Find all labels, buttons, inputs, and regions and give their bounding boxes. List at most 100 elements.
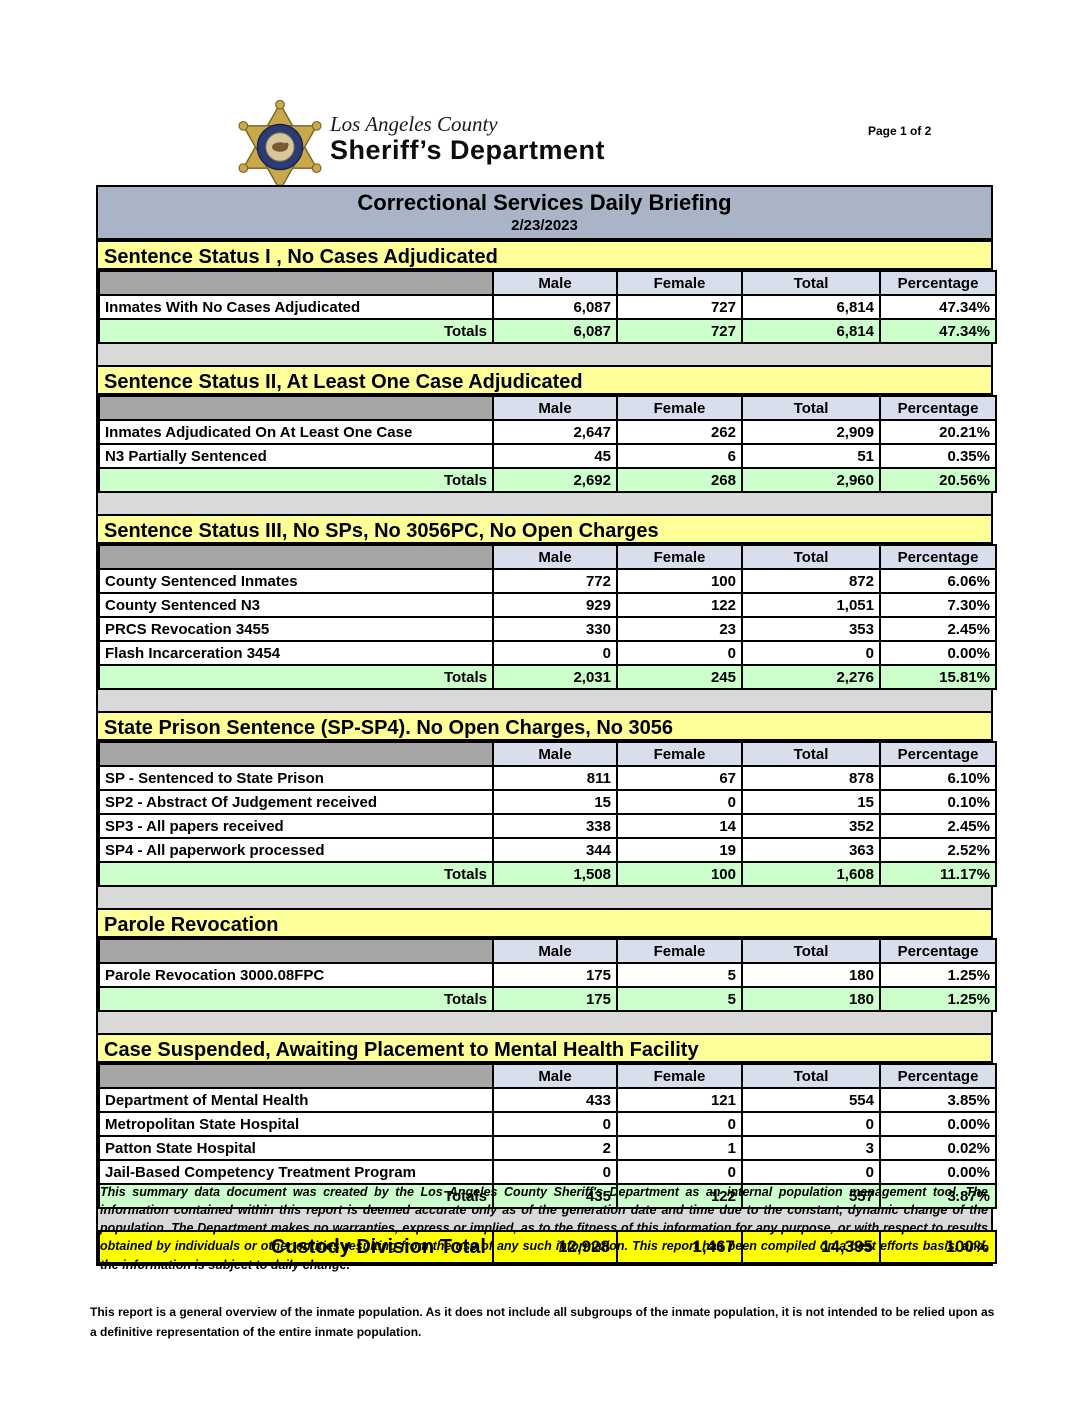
- row-label: Metropolitan State Hospital: [98, 1111, 494, 1137]
- column-header-male: Male: [492, 270, 618, 296]
- totals-percentage: 3.87%: [879, 1183, 997, 1209]
- cell-percentage: 2.52%: [879, 837, 997, 863]
- cell-female: 6: [616, 443, 743, 469]
- column-header-female: Female: [616, 1063, 743, 1089]
- sheriff-star-badge-icon: [233, 99, 327, 195]
- column-header-female: Female: [616, 544, 743, 570]
- section-gap: [98, 887, 991, 908]
- totals-male: 2,031: [492, 664, 618, 690]
- stats-table: Male Female Total Percentage Parole Revocati…: [98, 938, 997, 1012]
- cell-percentage: 0.00%: [879, 1111, 997, 1137]
- row-label: Inmates Adjudicated On At Least One Case: [98, 419, 494, 445]
- row-label: PRCS Revocation 3455: [98, 616, 494, 642]
- custody-total-percentage: 100%: [879, 1230, 997, 1264]
- column-header-percentage: Percentage: [879, 1063, 997, 1089]
- column-header-percentage: Percentage: [879, 938, 997, 964]
- row-label: Inmates With No Cases Adjudicated: [98, 294, 494, 320]
- cell-female: 0: [616, 1111, 743, 1137]
- data-row: County Sentenced N3 929 122 1,051 7.30%: [98, 592, 997, 618]
- cell-male: 2: [492, 1135, 618, 1161]
- data-row: Inmates Adjudicated On At Least One Case…: [98, 419, 997, 445]
- column-header-total: Total: [741, 1063, 881, 1089]
- cell-female: 262: [616, 419, 743, 445]
- data-row: Jail-Based Competency Treatment Program 0…: [98, 1159, 997, 1185]
- row-label: Flash Incarceration 3454: [98, 640, 494, 666]
- cell-male: 0: [492, 1111, 618, 1137]
- cell-percentage: 2.45%: [879, 616, 997, 642]
- row-label: Parole Revocation 3000.08FPC: [98, 962, 494, 988]
- cell-female: 727: [616, 294, 743, 320]
- cell-male: 2,647: [492, 419, 618, 445]
- totals-total: 557: [741, 1183, 881, 1209]
- data-row: SP4 - All paperwork processed 344 19 363 2.5…: [98, 837, 997, 863]
- cell-percentage: 2.45%: [879, 813, 997, 839]
- cell-total: 51: [741, 443, 881, 469]
- section-gap: [98, 344, 991, 365]
- totals-male: 2,692: [492, 467, 618, 493]
- cell-male: 45: [492, 443, 618, 469]
- totals-male: 6,087: [492, 318, 618, 344]
- stats-table: Male Female Total Percentage Department of M…: [98, 1063, 997, 1209]
- row-label: N3 Partially Sentenced: [98, 443, 494, 469]
- cell-total: 0: [741, 640, 881, 666]
- totals-female: 100: [616, 861, 743, 887]
- data-row: Inmates With No Cases Adjudicated 6,087 72…: [98, 294, 997, 320]
- title-bar: Correctional Services Daily Briefing 2/2…: [98, 187, 991, 240]
- cell-male: 929: [492, 592, 618, 618]
- column-header-total: Total: [741, 395, 881, 421]
- column-header-row: Male Female Total Percentage: [98, 938, 997, 964]
- cell-percentage: 0.00%: [879, 640, 997, 666]
- cell-total: 554: [741, 1087, 881, 1113]
- cell-percentage: 7.30%: [879, 592, 997, 618]
- totals-percentage: 20.56%: [879, 467, 997, 493]
- cell-female: 19: [616, 837, 743, 863]
- cell-percentage: 0.10%: [879, 789, 997, 815]
- row-label: SP2 - Abstract Of Judgement received: [98, 789, 494, 815]
- data-row: N3 Partially Sentenced 45 6 51 0.35%: [98, 443, 997, 469]
- cell-total: 6,814: [741, 294, 881, 320]
- data-row: Patton State Hospital 2 1 3 0.02%: [98, 1135, 997, 1161]
- totals-row: Totals 175 5 180 1.25%: [98, 986, 997, 1012]
- section-title: Sentence Status II, At Least One Case Ad…: [98, 365, 991, 395]
- totals-row: Totals 2,031 245 2,276 15.81%: [98, 664, 997, 690]
- custody-total-total: 14,395: [741, 1230, 881, 1264]
- totals-label: Totals: [98, 986, 494, 1012]
- totals-label: Totals: [98, 664, 494, 690]
- column-header-male: Male: [492, 1063, 618, 1089]
- stats-table: Male Female Total Percentage Inmates With No…: [98, 270, 997, 344]
- totals-row: Totals 2,692 268 2,960 20.56%: [98, 467, 997, 493]
- row-label: Patton State Hospital: [98, 1135, 494, 1161]
- cell-male: 433: [492, 1087, 618, 1113]
- cell-female: 0: [616, 640, 743, 666]
- totals-total: 6,814: [741, 318, 881, 344]
- data-row: SP3 - All papers received 338 14 352 2.45%: [98, 813, 997, 839]
- cell-percentage: 1.25%: [879, 962, 997, 988]
- totals-total: 2,276: [741, 664, 881, 690]
- column-header-percentage: Percentage: [879, 395, 997, 421]
- cell-male: 772: [492, 568, 618, 594]
- totals-label: Totals: [98, 861, 494, 887]
- column-header-row: Male Female Total Percentage: [98, 395, 997, 421]
- cell-total: 0: [741, 1159, 881, 1185]
- column-header-percentage: Percentage: [879, 544, 997, 570]
- cell-total: 353: [741, 616, 881, 642]
- totals-female: 245: [616, 664, 743, 690]
- column-header-spacer: [98, 270, 494, 296]
- cell-percentage: 0.35%: [879, 443, 997, 469]
- data-row: Parole Revocation 3000.08FPC 175 5 180 1.25%: [98, 962, 997, 988]
- cell-female: 100: [616, 568, 743, 594]
- totals-row: Totals 6,087 727 6,814 47.34%: [98, 318, 997, 344]
- section-title: State Prison Sentence (SP-SP4). No Open …: [98, 711, 991, 741]
- column-header-spacer: [98, 1063, 494, 1089]
- cell-female: 67: [616, 765, 743, 791]
- totals-label: Totals: [98, 318, 494, 344]
- totals-male: 435: [492, 1183, 618, 1209]
- cell-percentage: 0.00%: [879, 1159, 997, 1185]
- totals-female: 268: [616, 467, 743, 493]
- totals-row: Totals 1,508 100 1,608 11.17%: [98, 861, 997, 887]
- totals-percentage: 15.81%: [879, 664, 997, 690]
- document-header: Los Angeles County Sheriff’s Department …: [0, 98, 1088, 195]
- section-title: Sentence Status I , No Cases Adjudicated: [98, 240, 991, 270]
- cell-male: 330: [492, 616, 618, 642]
- column-header-spacer: [98, 544, 494, 570]
